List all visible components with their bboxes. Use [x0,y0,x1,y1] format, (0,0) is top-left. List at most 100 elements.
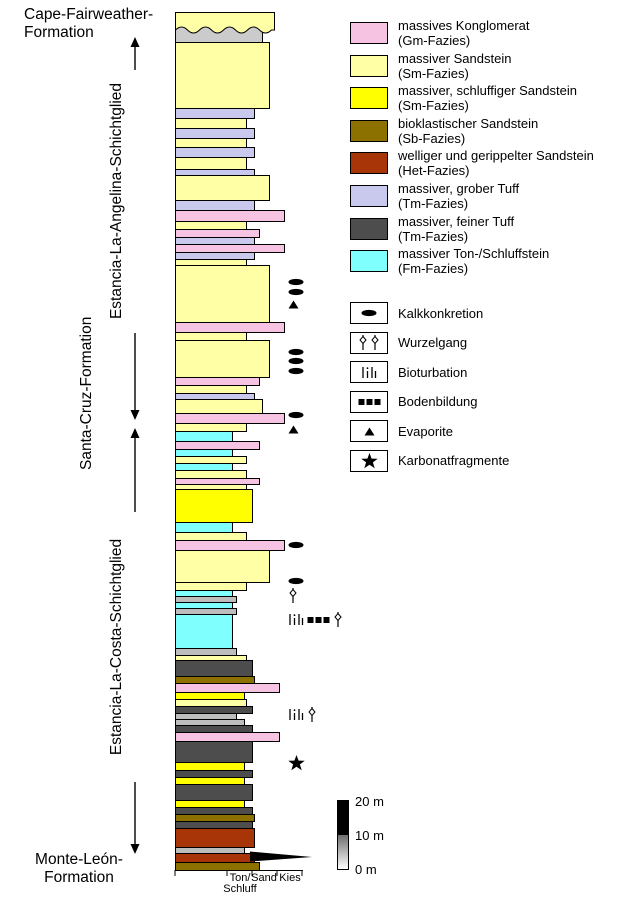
legend-label: (Het-Fazies) [398,163,470,179]
legend-label: massiver Sandstein [398,50,512,66]
bed-TmF [175,741,253,763]
scale-bar: 20 m 10 m 0 m [337,794,384,877]
facies-swatch-schluffiger-sandstein [350,87,388,110]
bed-symbol-group [288,288,304,296]
legend-item: massiver Sandstein (Sm-Fazies) [350,51,594,81]
scale-label-20m: 20 m [355,794,384,809]
legend-label: massiver, feiner Tuff [398,213,515,229]
column-symbols [288,0,368,900]
grain-label-line: Schluff [223,883,257,895]
symbol-legend-item: Wurzelgang [350,331,509,354]
grain-label-kies: Kies [279,872,301,884]
kalkkonkretion-icon [288,348,304,356]
symbol-label: Bioturbation [398,364,468,380]
legend-label: welliger und gerippelter Sandstein [398,148,594,164]
bed-symbol-group [288,577,304,585]
kalkkonkretion-box [350,302,388,324]
facies-swatch-konglomerat [350,22,388,44]
bed-symbol-group [288,357,304,365]
arrowhead-down-icon [130,410,140,420]
karbonatfragmente-box [350,449,388,472]
scale-bar-graphic [337,800,349,870]
scale-label-0m: 0 m [355,862,377,877]
legend-label: (Tm-Fazies) [398,228,469,244]
symbol-legend-item: Bodenbildung [350,390,509,413]
legend-label: (Sm-Fazies) [398,98,469,114]
legend-item: massiver, feiner Tuff (Tm-Fazies) [350,214,594,244]
wurzelgang-icon [289,588,297,603]
legend-item: massiver, grober Tuff (Tm-Fazies) [350,181,594,211]
kalkkonkretion-icon [288,357,304,365]
bed-symbol-group [288,612,343,627]
facies-swatch-bioklastischer-sandstein [350,119,388,142]
bodenbildung-box [350,390,388,413]
facies-swatch-sandstein [350,54,388,77]
bed-symbol-group [288,755,305,771]
legend-label: (Gm-Fazies) [398,33,471,48]
legend-label: massiver, schluffiger Sandstein [398,83,577,99]
bed-symbol-group [288,411,304,419]
member-label-estancia-la-angelina: Estancia-La-Angelina-Schichtglied [108,82,125,320]
facies-swatch-gerippelter-sandstein [350,152,388,175]
wurzelgang-icon [308,707,316,722]
facies-legend: massives Konglomerat (Gm-Fazies) massive… [350,18,594,279]
bed-Sm [175,265,270,323]
bed-symbol-group [288,425,299,434]
symbol-legend: Kalkkonkretion Wurzelgang Bioturbation B… [350,302,509,479]
evaporite-icon [364,427,374,435]
bed-Sm [175,399,263,414]
formation-label-line: Monte-León- [35,851,123,868]
grain-label-sand: Sand [251,872,277,884]
bioturbation-icon [289,709,304,720]
formation-label-line: Formation [24,24,94,41]
formation-label-cape-fairweather: Cape-Fairweather- Formation [24,6,153,42]
facies-swatch-grober-tuff [350,184,388,207]
karbonatfragmente-icon [360,452,378,468]
bed-symbol-group [288,367,304,375]
arrowhead-up-icon [130,428,140,438]
bed-GyL [175,26,263,43]
legend-label: (Sb-Fazies) [398,130,466,146]
symbol-label: Kalkkonkretion [398,305,484,321]
wurzelgang-box [350,331,388,354]
legend-label: (Tm-Fazies) [398,195,469,211]
member-label-estancia-la-costa: Estancia-La-Costa-Schichtglied [108,538,125,756]
legend-item: massives Konglomerat (Gm-Fazies) [350,18,594,48]
symbol-label: Evaporite [398,423,453,439]
legend-item: massiver, schluffiger Sandstein (Sm-Fazi… [350,83,594,113]
facies-swatch-feiner-tuff [350,217,388,240]
wurzelgang-icon [371,335,379,350]
bed-TmF [175,784,253,801]
symbol-label: Karbonatfragmente [398,453,510,468]
bioturbation-icon [362,366,377,378]
bed-symbol-group [288,348,304,356]
kalkkonkretion-icon [288,541,304,549]
scale-bar-upper [338,801,348,835]
evaporite-icon [288,300,299,309]
formation-label-santa-cruz: Santa-Cruz-Formation [78,316,95,470]
symbol-legend-item: Kalkkonkretion [350,302,509,324]
bed-Sm [175,175,270,201]
kalkkonkretion-icon [288,411,304,419]
karbonatfragmente-icon [288,755,305,771]
bed-Sb [175,862,260,871]
bed-symbol-group [288,588,298,603]
formation-label-line: Formation [44,869,114,886]
formation-label-line: Cape-Fairweather- [24,6,154,23]
legend-label: massiver Ton-/Schluffstein [398,246,550,262]
bed-Fm [175,614,233,649]
bodenbildung-icon [307,616,330,623]
bed-Sm [175,340,270,378]
bed-symbol-group [288,300,299,309]
symbol-label: Bodenbildung [398,394,478,409]
grain-label-ton-schluff: Ton/ Schluff [220,873,260,895]
symbol-legend-item: Karbonatfragmente [350,449,510,472]
kalkkonkretion-icon [288,288,304,296]
kalkkonkretion-icon [361,309,377,317]
legend-label: (Sm-Fazies) [398,65,469,81]
legend-item: bioklastischer Sandstein (Sb-Fazies) [350,116,594,146]
bed-Sm [175,12,275,27]
bed-SmY [175,489,253,523]
evaporite-box [350,420,388,442]
